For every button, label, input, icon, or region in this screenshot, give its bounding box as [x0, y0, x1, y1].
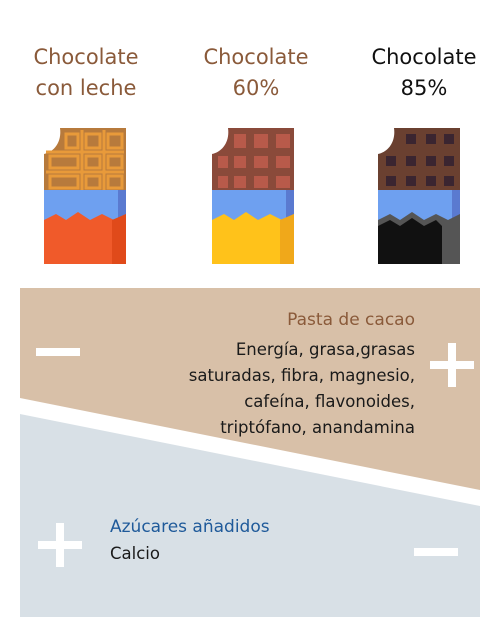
- title-line2: 85%: [400, 76, 448, 100]
- milk-chocolate-bar-icon: [44, 128, 126, 264]
- title-60-chocolate: Chocolate 60%: [176, 42, 336, 104]
- title-line1: Chocolate: [33, 45, 139, 69]
- minus-icon: [414, 548, 458, 556]
- azucares-label: Azúcares añadidos: [110, 517, 270, 537]
- title-line1: Chocolate: [203, 45, 309, 69]
- pasta-nutrients: Energía, grasa,grasas saturadas, fibra, …: [188, 340, 415, 437]
- dark-60-chocolate-bar-icon: [212, 128, 294, 264]
- plus-icon: [430, 343, 474, 387]
- plus-icon: [38, 523, 82, 567]
- minus-icon: [36, 348, 80, 356]
- title-85-chocolate: Chocolate 85%: [344, 42, 500, 104]
- title-milk-chocolate: Chocolate con leche: [6, 42, 166, 104]
- azucares-nutrients: Calcio: [110, 544, 160, 563]
- dark-85-chocolate-bar-icon: [378, 128, 460, 264]
- title-line2: 60%: [232, 76, 280, 100]
- pasta-label: Pasta de cacao: [287, 310, 415, 330]
- azucares-panel: [20, 414, 480, 617]
- title-line1: Chocolate: [371, 45, 477, 69]
- pasta-panel: [20, 288, 480, 490]
- title-line2: con leche: [35, 76, 137, 100]
